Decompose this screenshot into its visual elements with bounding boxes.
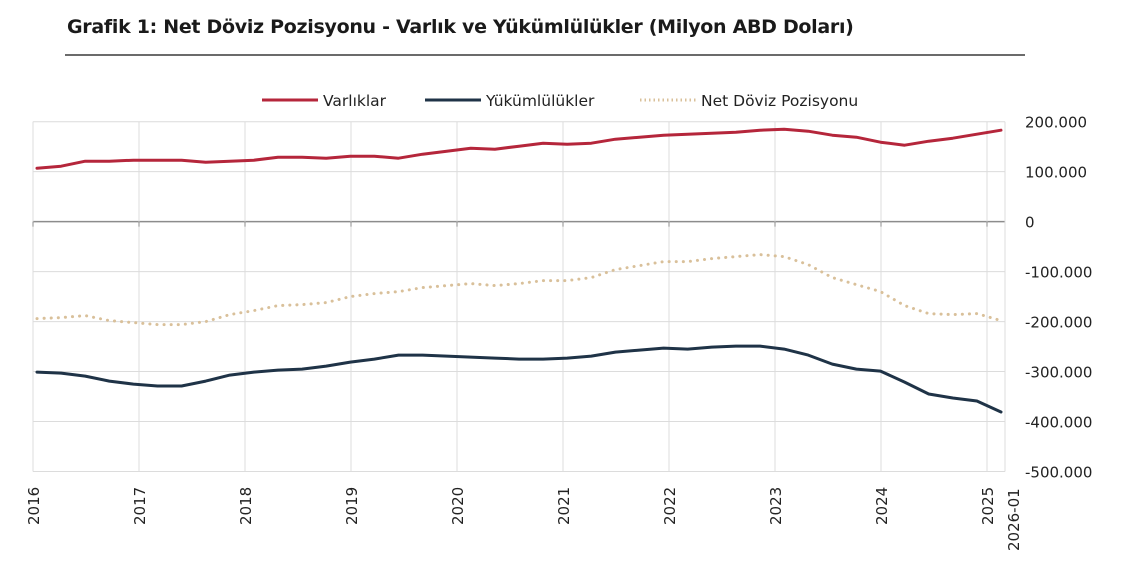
legend-label: Net Döviz Pozisyonu <box>701 92 858 110</box>
y-tick-label: -300.000 <box>1025 364 1092 382</box>
series-line-0 <box>35 127 1003 170</box>
y-tick-label: 100.000 <box>1025 164 1087 182</box>
title-divider <box>65 54 1025 56</box>
x-tick-label: 2022 <box>661 487 679 525</box>
legend-label: Yükümlülükler <box>485 92 595 110</box>
legend-label: Varlıklar <box>323 92 387 110</box>
x-tick-label: 2023 <box>767 487 785 525</box>
x-tick-label: 2016 <box>25 487 43 525</box>
x-tick-label: 2024 <box>873 487 891 525</box>
chart-title: Grafik 1: Net Döviz Pozisyonu - Varlık v… <box>67 16 854 38</box>
x-tick-label: 2026-01 <box>1005 488 1023 551</box>
y-tick-label: -400.000 <box>1025 414 1092 432</box>
y-tick-label: -100.000 <box>1025 264 1092 282</box>
x-tick-label: 2019 <box>343 487 361 525</box>
y-tick-label: 200.000 <box>1025 114 1087 132</box>
x-tick-label: 2017 <box>131 487 149 525</box>
series-line-1 <box>35 344 1003 414</box>
y-tick-label: -200.000 <box>1025 314 1092 332</box>
x-tick-label: 2018 <box>237 487 255 525</box>
x-tick-label: 2020 <box>449 487 467 525</box>
x-tick-label: 2025 <box>979 487 997 525</box>
y-tick-label: 0 <box>1025 214 1035 232</box>
x-tick-label: 2021 <box>555 487 573 525</box>
series-line-2 <box>35 253 1003 327</box>
y-tick-label: -500.000 <box>1025 464 1092 482</box>
